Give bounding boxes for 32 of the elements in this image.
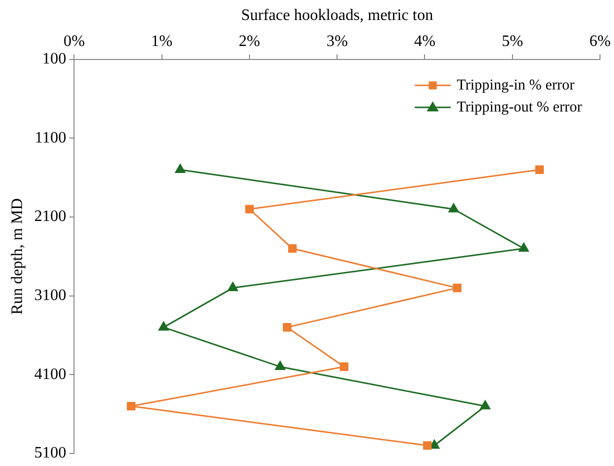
point xyxy=(452,284,462,292)
x-tick-label: 4% xyxy=(414,33,436,50)
point xyxy=(448,203,459,212)
y-tick-label: 5100 xyxy=(34,444,66,462)
y-tick-label: 3100 xyxy=(34,287,66,304)
x-tick-label: 6% xyxy=(589,33,611,50)
point xyxy=(480,400,490,410)
point xyxy=(282,323,292,332)
point xyxy=(288,244,297,253)
y-tick-label: 1100 xyxy=(34,129,66,146)
point xyxy=(245,204,254,214)
point xyxy=(275,360,286,370)
x-tick-label: 1% xyxy=(151,33,172,50)
point xyxy=(518,242,529,252)
y-tick-label: 100 xyxy=(42,50,66,68)
x-tick-label: 0% xyxy=(64,33,85,50)
point xyxy=(340,362,348,372)
point xyxy=(228,282,238,292)
legend-label: Tripping-out % error xyxy=(456,99,582,116)
point xyxy=(126,402,136,410)
legend-label: Tripping-in % error xyxy=(456,77,575,94)
y-axis-title: Run depth, m MD xyxy=(8,198,26,315)
y-tick-label: 2100 xyxy=(34,208,66,226)
x-axis-title: Surface hookloads, metric ton xyxy=(241,6,434,24)
x-tick-label: 5% xyxy=(502,33,524,50)
point xyxy=(175,164,186,173)
point xyxy=(423,441,432,450)
x-tick-label: 3% xyxy=(326,33,348,50)
y-tick-label: 4100 xyxy=(34,366,66,383)
point xyxy=(158,322,169,331)
x-tick-label: 2% xyxy=(238,33,260,50)
point xyxy=(535,165,544,174)
